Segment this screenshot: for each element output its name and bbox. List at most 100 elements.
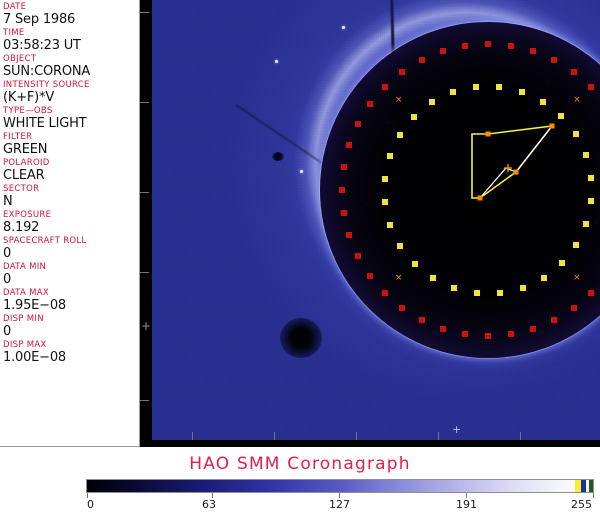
left-axis-crosshair-icon: + — [141, 319, 152, 333]
coronagraph-image[interactable]: × × × × + — [152, 0, 600, 440]
colorbar-gradient[interactable] — [86, 479, 594, 493]
colorbar-tick-label: 255 — [571, 498, 592, 511]
marker-dot-outer — [439, 48, 446, 55]
marker-dot-outer — [399, 68, 406, 75]
marker-dot-inner — [449, 89, 456, 96]
metadata-label: OBJECT — [3, 54, 37, 64]
metadata-value: (K+F)*V — [3, 90, 55, 105]
metadata-value: WHITE LIGHT — [3, 116, 87, 131]
occulting-disk: × × × × — [320, 22, 600, 358]
marker-dot-outer — [551, 56, 558, 63]
colorbar-tick-label: 191 — [456, 498, 477, 511]
marker-dot-outer — [346, 141, 353, 148]
colorbar-tick — [212, 493, 213, 498]
colorbar-tick-label: 127 — [329, 498, 350, 511]
colorbar-tick — [339, 493, 340, 498]
bottom-axis-tick — [520, 432, 521, 440]
metadata-value: 03:58:23 UT — [3, 38, 81, 53]
colorbar-stripe-green — [589, 480, 593, 492]
metadata-label: DATA MAX — [3, 288, 49, 298]
metadata-row: OBJECT SUN:CORONA — [3, 54, 139, 79]
metadata-row: EXPOSURE 8.192 — [3, 210, 139, 235]
marker-dot-inner — [539, 98, 546, 105]
metadata-value: CLEAR — [3, 168, 45, 183]
marker-dot-inner — [518, 88, 525, 95]
metadata-value: 7 Sep 1986 — [3, 12, 76, 27]
marker-dot-outer — [340, 209, 347, 216]
marker-dot-outer — [507, 331, 514, 338]
marker-dot-outer — [339, 187, 345, 193]
coronagraph-image-panel[interactable]: × × × × + + — [140, 0, 600, 447]
marker-dot-inner — [451, 285, 458, 292]
marker-dot-inner — [588, 197, 595, 204]
marker-dot-inner — [386, 153, 393, 160]
bottom-axis-tick — [356, 432, 357, 440]
dust-artifact-upper — [272, 152, 284, 161]
metadata-row: DISP MIN 0 — [3, 314, 139, 339]
marker-dot-inner — [559, 259, 566, 266]
colorbar-tick — [87, 493, 88, 498]
metadata-label: POLAROID — [3, 158, 50, 168]
marker-dot-outer — [462, 331, 469, 338]
marker-dot-inner — [396, 132, 403, 139]
marker-dot-outer — [485, 41, 491, 47]
marker-dot-outer — [439, 325, 446, 332]
marker-dot-outer — [551, 317, 558, 324]
metadata-row: DISP MAX 1.00E−08 — [3, 340, 139, 365]
metadata-label: SPACECRAFT ROLL — [3, 236, 87, 246]
metadata-row: DATA MIN 0 — [3, 262, 139, 287]
dust-artifact-lower — [280, 318, 322, 358]
marker-dot-inner — [412, 261, 418, 268]
bottom-axis-tick — [192, 432, 193, 440]
metadata-value: 8.192 — [3, 220, 40, 235]
marker-dot-outer — [530, 325, 537, 332]
marker-x-icon: × — [394, 94, 403, 105]
marker-dot-outer — [507, 42, 514, 49]
metadata-value: 1.95E−08 — [3, 298, 66, 313]
left-axis-tick — [140, 192, 149, 193]
metadata-row: DATE 7 Sep 1986 — [3, 2, 139, 27]
marker-dot-inner — [429, 99, 435, 106]
colorbar-tick — [466, 493, 467, 498]
marker-dot-inner — [557, 112, 564, 119]
colorbar-widget[interactable]: 0 63 127 191 255 — [86, 479, 594, 512]
marker-dot-outer — [588, 83, 595, 90]
marker-dot-inner — [474, 290, 481, 297]
marker-dot-outer — [354, 120, 361, 127]
marker-dot-inner — [472, 83, 479, 90]
colorbar-tick — [593, 493, 594, 498]
left-axis-tick — [140, 102, 149, 103]
metadata-label: FILTER — [3, 132, 33, 142]
metadata-label: DISP MIN — [3, 314, 44, 324]
metadata-row: DATA MAX 1.95E−08 — [3, 288, 139, 313]
metadata-label: DISP MAX — [3, 340, 47, 350]
marker-dot-inner — [497, 290, 504, 297]
marker-dot-outer — [570, 68, 577, 75]
metadata-row: TIME 03:58:23 UT — [3, 28, 139, 53]
marker-dot-outer — [399, 305, 406, 312]
marker-dot-outer — [346, 232, 353, 239]
metadata-label: SECTOR — [3, 184, 40, 194]
marker-dot-inner — [387, 222, 394, 229]
metadata-value: GREEN — [3, 142, 48, 157]
metadata-row: INTENSITY SOURCE (K+F)*V — [3, 80, 139, 105]
marker-dot-outer — [381, 290, 388, 297]
bright-speck-5 — [275, 60, 278, 63]
metadata-label: TYPE—OBS — [3, 106, 53, 116]
metadata-row: POLAROID CLEAR — [3, 158, 139, 183]
metadata-row: SPACECRAFT ROLL 0 — [3, 236, 139, 261]
marker-dot-outer — [588, 290, 595, 297]
marker-dot-inner — [495, 83, 502, 90]
colorbar-ticks — [86, 493, 594, 499]
metadata-sidebar: DATE 7 Sep 1986 TIME 03:58:23 UT OBJECT SUN:C… — [0, 0, 140, 447]
left-axis-tick — [140, 400, 149, 401]
marker-dot-inner — [381, 176, 388, 183]
metadata-value: 0 — [3, 246, 12, 261]
metadata-value: SUN:CORONA — [3, 64, 91, 79]
marker-dot-outer — [485, 333, 491, 339]
image-crosshair-bottom: + — [452, 423, 462, 436]
occulter-noise — [320, 22, 600, 358]
bright-speck-3 — [300, 170, 303, 173]
marker-dot-inner — [520, 284, 527, 291]
